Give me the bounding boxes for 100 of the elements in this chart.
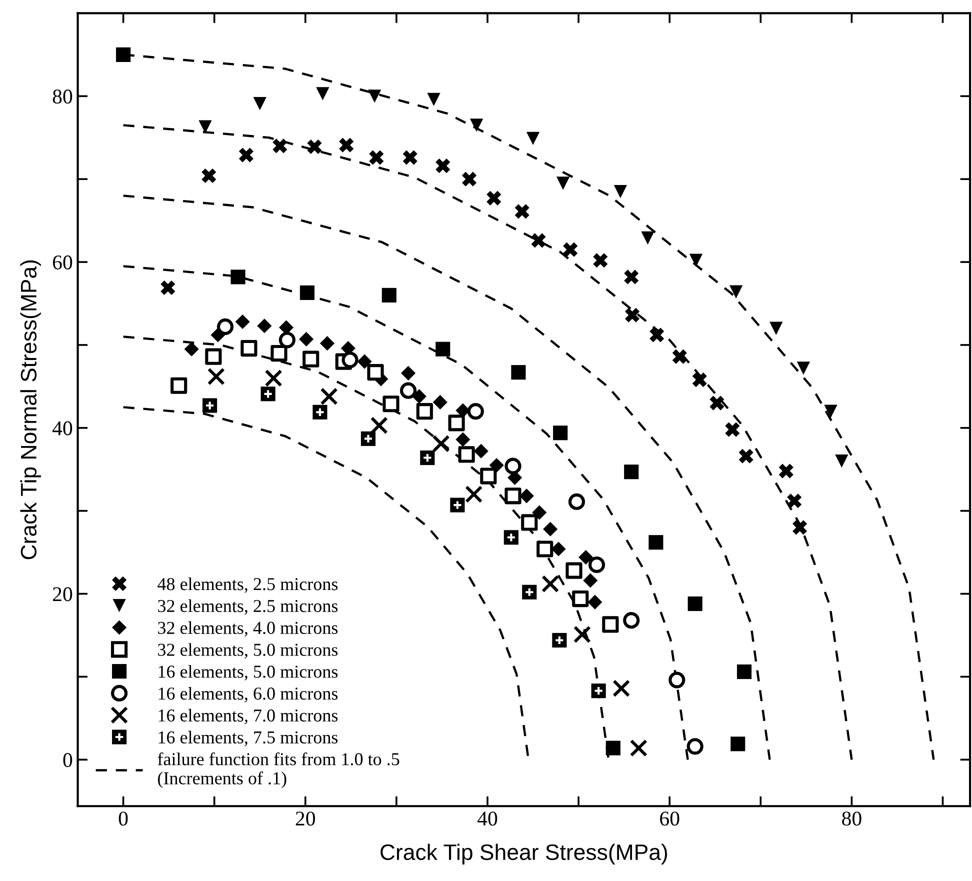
point [710,396,724,410]
legend-label: 32 elements, 4.0 microns [158,621,338,637]
point [573,626,591,644]
point [522,584,537,600]
x-tick-label: 0 [118,812,128,826]
point [568,493,586,510]
point [624,308,640,322]
legend-label: 32 elements, 2.5 microns [158,599,338,615]
point [672,349,687,364]
point [202,398,218,413]
point [641,231,654,245]
x-axis-title: Crack Tip Shear Stress(MPa) [380,844,668,864]
point [400,382,417,399]
point [630,739,648,757]
point [382,288,396,302]
point [230,270,246,284]
point [420,450,435,466]
point [320,336,335,351]
point [400,366,416,380]
point [342,352,358,368]
point [465,485,483,504]
point [552,632,567,648]
point [216,318,234,336]
x-tick-label: 20 [296,812,316,826]
point [623,612,640,629]
point [504,458,522,474]
point [686,738,704,755]
point [588,594,602,610]
point [692,372,707,388]
legend-label: 16 elements, 6.0 microns [158,686,338,702]
point [593,253,608,268]
point [543,522,558,536]
point [278,332,296,348]
x-tick-label: 60 [660,812,680,826]
point [588,556,606,574]
legend-label: failure function fits from 1.0 to .5 (Increments of .1) [158,752,400,788]
point [205,348,222,365]
point [307,139,322,154]
point [170,377,188,394]
point [235,314,250,330]
x-tick-label: 80 [842,812,862,826]
point [264,369,282,387]
point [448,414,465,432]
point [536,540,554,558]
point [467,403,484,420]
point [357,354,372,369]
point [238,148,254,162]
point [526,132,540,146]
x-tick-label: 40 [477,812,498,826]
point [470,118,484,132]
point [624,270,639,284]
point [583,573,598,588]
point [542,575,560,593]
point [369,150,384,165]
point [796,362,810,375]
point [312,404,328,420]
point [648,535,664,550]
point [730,736,746,752]
point [824,404,838,418]
point [116,47,131,62]
point [436,342,450,356]
point [272,138,288,154]
point [835,454,848,468]
point [367,364,384,381]
point [566,562,582,579]
y-tick-label: 20 [52,587,72,602]
point [738,448,754,464]
y-tick-label: 80 [52,90,72,104]
point [202,168,216,184]
point [402,150,418,165]
y-axis-title: Crack Tip Normal Stress(MPa) [20,260,41,560]
point [792,520,808,535]
point [207,368,225,386]
point [729,285,743,298]
point [339,138,354,152]
point [184,342,199,356]
point [551,542,566,556]
point [624,464,639,480]
point [370,416,388,434]
point [253,97,266,110]
point [436,158,450,174]
point [416,403,433,420]
point [360,431,376,446]
legend-label: 32 elements, 5.0 microns [158,643,338,658]
point [320,388,338,406]
y-tick-label: 0 [63,753,72,768]
point [668,672,686,688]
point [302,350,320,368]
point [486,190,502,206]
point [432,394,448,410]
point [612,680,630,698]
y-tick-label: 60 [52,255,72,270]
point [591,684,606,698]
legend-label: 16 elements, 7.0 microns [158,708,338,724]
point [602,616,619,633]
point [462,172,477,186]
point [511,365,526,380]
point [480,468,497,484]
point [299,332,314,346]
legend-label: 16 elements, 5.0 microns [158,665,338,680]
